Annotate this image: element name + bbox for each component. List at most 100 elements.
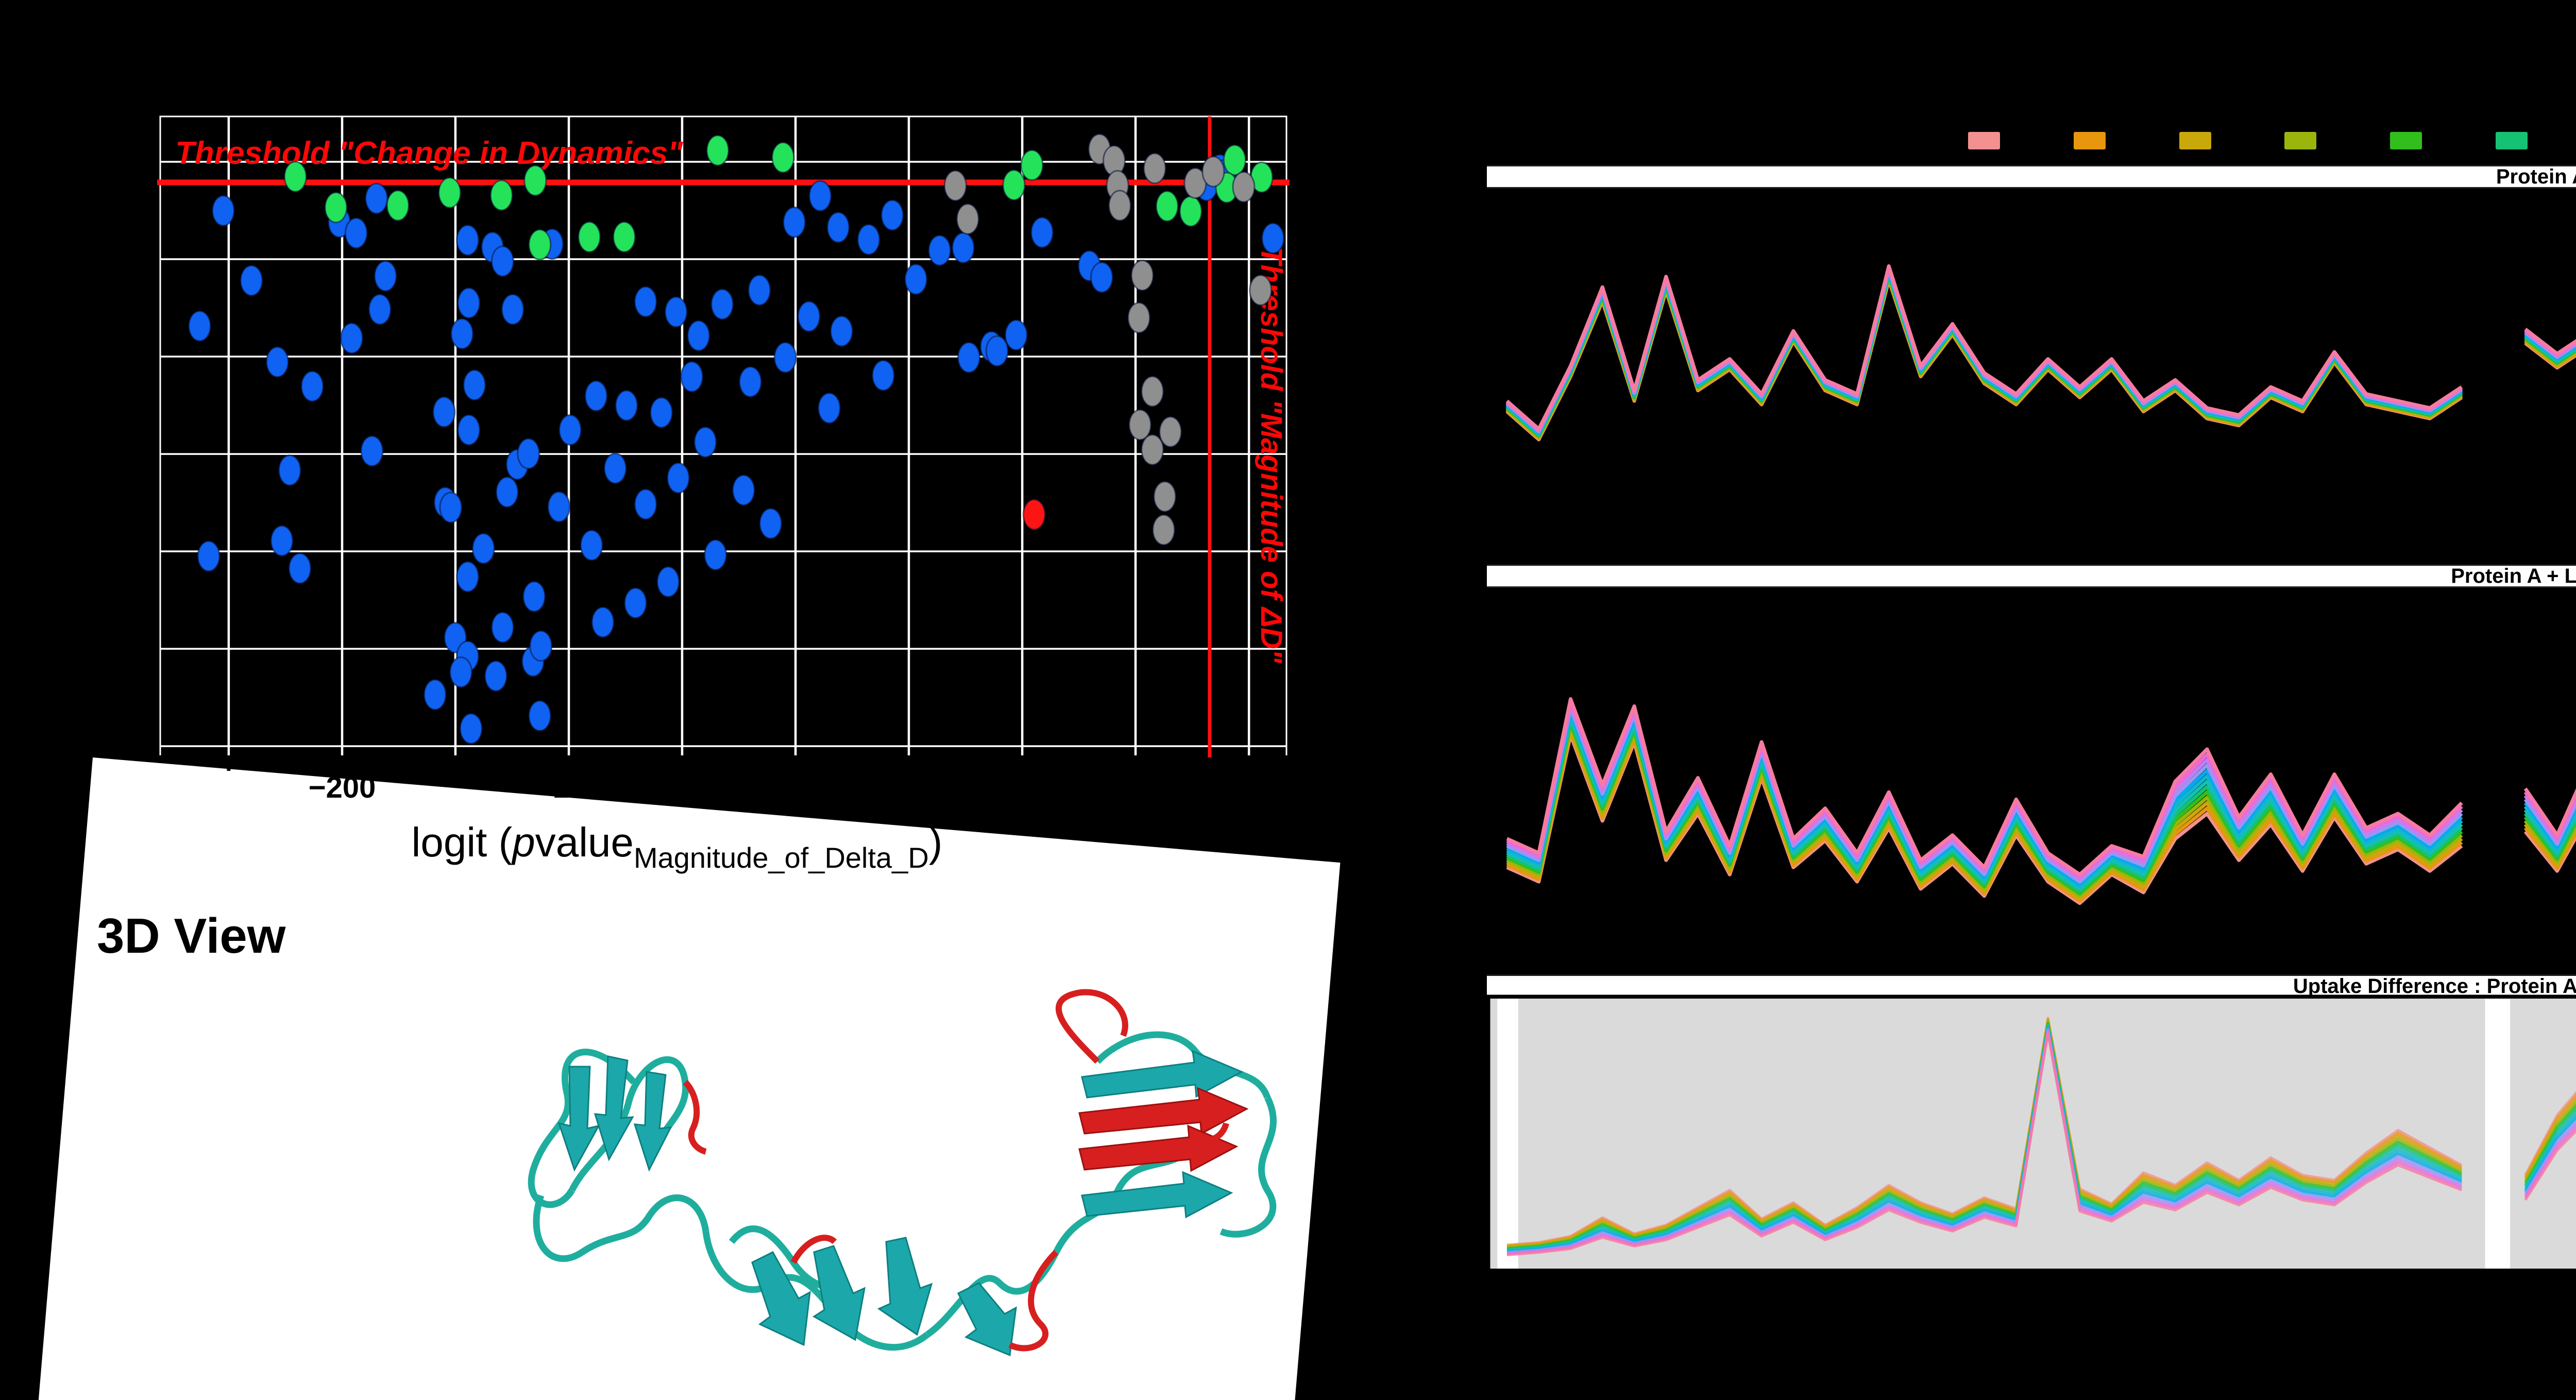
scatter-point-g[interactable] — [613, 221, 636, 253]
uptake-series-4[interactable] — [1506, 678, 2576, 896]
scatter-point-b[interactable] — [603, 452, 627, 484]
scatter-point-b[interactable] — [484, 660, 507, 692]
scatter-point-b[interactable] — [634, 286, 657, 318]
scatter-point-b[interactable] — [738, 366, 762, 398]
scatter-point-y[interactable] — [956, 203, 979, 235]
scatter-point-b[interactable] — [584, 380, 608, 412]
scatter-point-b[interactable] — [871, 360, 895, 392]
scatter-point-b[interactable] — [928, 234, 952, 266]
uptake-series-12[interactable] — [1506, 1032, 2576, 1256]
protein-structure[interactable] — [464, 974, 1340, 1400]
uptake-series-5[interactable] — [1506, 669, 2576, 893]
scatter-point-b[interactable] — [952, 232, 975, 264]
scatter-point-b[interactable] — [456, 224, 480, 256]
uptake-series-11[interactable] — [1506, 615, 2576, 879]
scatter-point-b[interactable] — [471, 532, 495, 564]
scatter-point-g[interactable] — [386, 190, 410, 222]
scatter-point-y[interactable] — [1143, 153, 1166, 184]
scatter-point-b[interactable] — [360, 435, 384, 467]
scatter-point-b[interactable] — [374, 260, 397, 292]
line-chart-2[interactable] — [1487, 994, 2576, 1269]
scatter-point-b[interactable] — [667, 462, 690, 494]
scatter-point-b[interactable] — [1090, 261, 1113, 293]
uptake-series-12[interactable] — [1506, 606, 2576, 876]
scatter-point-y[interactable] — [1128, 409, 1152, 441]
scatter-point-y[interactable] — [1141, 376, 1164, 408]
scatter-point-y[interactable] — [1108, 190, 1131, 222]
uptake-series-8[interactable] — [1506, 642, 2576, 886]
legend-swatch-4[interactable] — [2390, 132, 2422, 149]
legend-swatch-5[interactable] — [2496, 132, 2528, 149]
scatter-point-b[interactable] — [197, 540, 221, 572]
legend-swatch-1[interactable] — [2073, 132, 2106, 149]
scatter-point-b[interactable] — [957, 342, 981, 374]
scatter-point-b[interactable] — [495, 476, 519, 508]
scatter-point-g[interactable] — [283, 161, 307, 193]
uptake-series-12[interactable] — [1505, 207, 2576, 431]
uptake-series-6[interactable] — [1506, 660, 2576, 891]
scatter-point-b[interactable] — [857, 224, 880, 256]
scatter-point-y[interactable] — [1127, 302, 1151, 334]
scatter-point-g[interactable] — [578, 221, 601, 253]
scatter-point-b[interactable] — [491, 245, 515, 277]
scatter-point-b[interactable] — [693, 426, 717, 458]
scatter-point-g[interactable] — [1002, 169, 1026, 201]
scatter-point-b[interactable] — [650, 397, 673, 429]
scatter-point-g[interactable] — [528, 229, 552, 261]
scatter-point-b[interactable] — [449, 656, 473, 688]
scatter-point-b[interactable] — [270, 525, 294, 557]
scatter-point-b[interactable] — [501, 293, 524, 325]
scatter-point-b[interactable] — [423, 679, 447, 711]
scatter-point-g[interactable] — [324, 192, 348, 224]
scatter-point-g[interactable] — [1155, 190, 1179, 222]
scatter-point-b[interactable] — [547, 491, 571, 523]
scatter-point-b[interactable] — [344, 217, 368, 249]
scatter-point-y[interactable] — [1159, 416, 1182, 448]
scatter-point-g[interactable] — [1223, 144, 1246, 176]
scatter-point-g[interactable] — [489, 179, 513, 211]
scatter-point-g[interactable] — [523, 164, 547, 196]
scatter-point-y[interactable] — [1141, 434, 1164, 466]
scatter-point-b[interactable] — [457, 414, 481, 446]
scatter-point-g[interactable] — [1020, 149, 1044, 181]
scatter-point-y[interactable] — [1130, 260, 1154, 292]
scatter-point-g[interactable] — [1179, 195, 1202, 227]
legend-swatch-2[interactable] — [2179, 132, 2211, 149]
scatter-point-b[interactable] — [457, 287, 481, 319]
scatter-point-b[interactable] — [522, 581, 546, 613]
scatter-point-b[interactable] — [704, 539, 727, 571]
scatter-point-b[interactable] — [904, 263, 928, 295]
timepoint-legend[interactable] — [1968, 128, 2576, 154]
scatter-point-y[interactable] — [1152, 514, 1176, 546]
scatter-point-b[interactable] — [615, 390, 638, 421]
scatter-point-b[interactable] — [265, 346, 289, 378]
scatter-point-b[interactable] — [211, 195, 235, 227]
scatter-point-b[interactable] — [826, 211, 850, 243]
uptake-series-2[interactable] — [1506, 696, 2576, 900]
scatter-point-b[interactable] — [432, 396, 456, 428]
scatter-point-b[interactable] — [529, 630, 553, 662]
scatter-point-b[interactable] — [591, 606, 615, 638]
scatter-point-b[interactable] — [773, 342, 797, 374]
uptake-series-11[interactable] — [1505, 207, 2576, 432]
scatter-point-b[interactable] — [783, 206, 806, 238]
uptake-series-8[interactable] — [1505, 224, 2576, 434]
scatter-point-b[interactable] — [365, 182, 388, 214]
scatter-point-b[interactable] — [580, 529, 603, 561]
scatter-point-b[interactable] — [188, 310, 212, 342]
scatter-point-r[interactable] — [1022, 499, 1046, 531]
scatter-point-b[interactable] — [300, 370, 324, 402]
uptake-series-7[interactable] — [1506, 651, 2576, 888]
scatter-point-y[interactable] — [1232, 171, 1256, 203]
scatter-point-b[interactable] — [817, 392, 841, 424]
scatter-point-b[interactable] — [1030, 216, 1054, 248]
scatter-point-b[interactable] — [748, 274, 771, 306]
scatter-point-b[interactable] — [985, 335, 1009, 367]
scatter-point-b[interactable] — [517, 437, 540, 469]
uptake-series-3[interactable] — [1506, 686, 2576, 898]
scatter-point-y[interactable] — [1249, 274, 1273, 306]
scatter-point-b[interactable] — [368, 293, 392, 325]
scatter-point-b[interactable] — [439, 492, 463, 524]
scatter-point-b[interactable] — [656, 566, 680, 598]
scatter-point-b[interactable] — [456, 561, 480, 593]
